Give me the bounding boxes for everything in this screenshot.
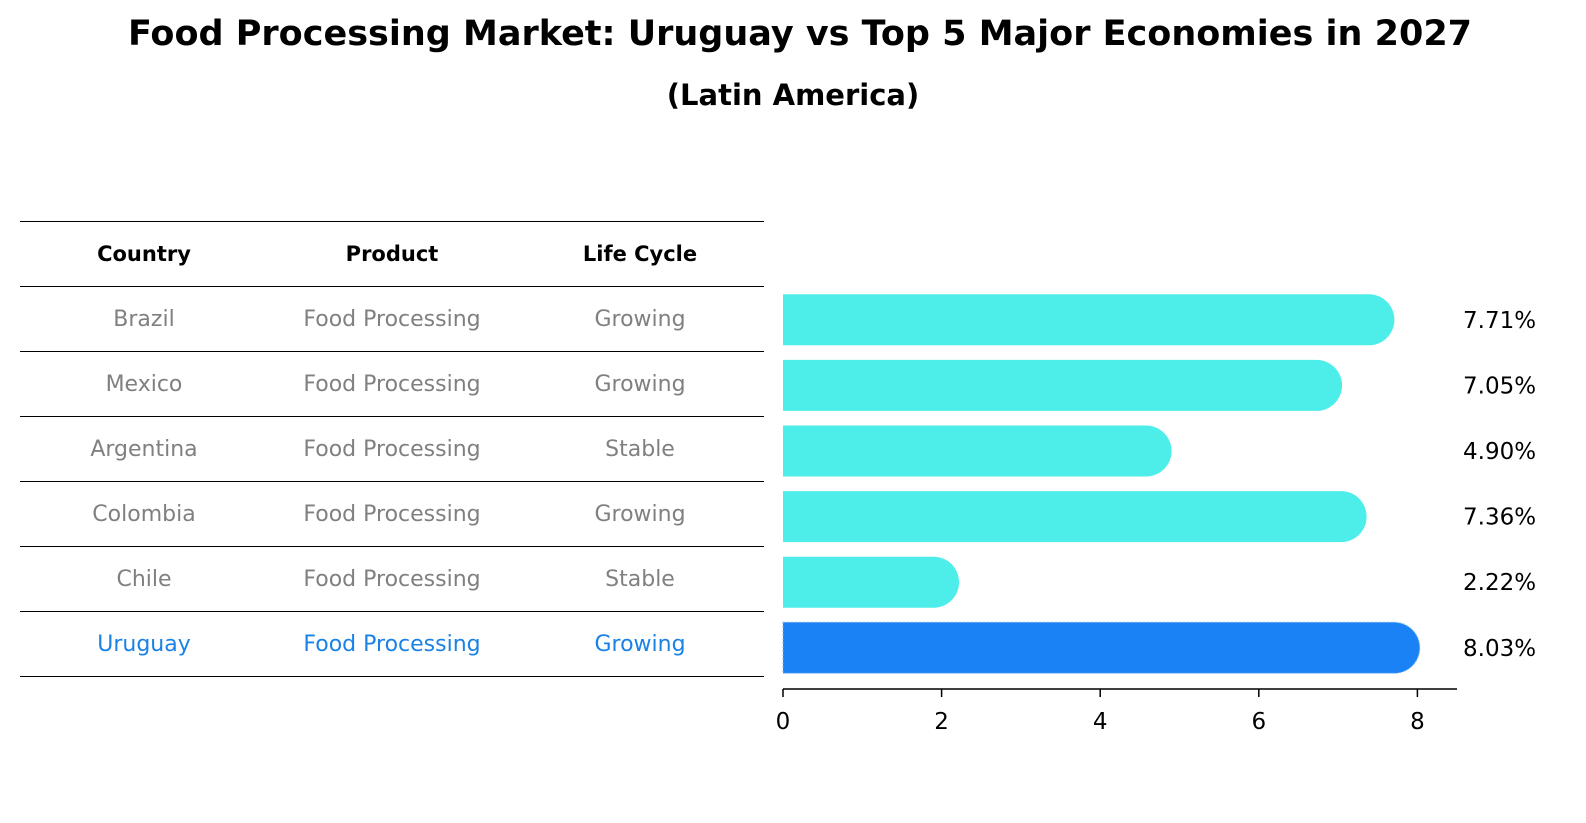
cell-product: Food Processing	[268, 481, 516, 547]
value-label-colombia: 7.36%	[1463, 505, 1536, 531]
x-tick-label: 8	[1410, 709, 1425, 735]
bar-brazil	[783, 294, 1395, 346]
data-table: Country Product Life Cycle Brazil Food P…	[20, 221, 764, 677]
cell-life-cycle: Growing	[516, 611, 764, 677]
table-row: Chile Food Processing Stable	[20, 546, 764, 612]
cell-life-cycle: Growing	[516, 286, 764, 352]
cell-life-cycle: Stable	[516, 416, 764, 482]
header-country: Country	[20, 221, 268, 287]
header-life-cycle: Life Cycle	[516, 221, 764, 287]
cell-country: Uruguay	[20, 611, 268, 677]
table-row: Mexico Food Processing Growing	[20, 351, 764, 417]
x-tick-label: 0	[776, 709, 791, 735]
cell-country: Colombia	[20, 481, 268, 547]
cell-country: Mexico	[20, 351, 268, 417]
value-label-brazil: 7.71%	[1463, 308, 1536, 334]
table-row-highlighted: Uruguay Food Processing Growing	[20, 611, 764, 677]
cell-life-cycle: Growing	[516, 351, 764, 417]
cell-country: Chile	[20, 546, 268, 612]
cell-product: Food Processing	[268, 416, 516, 482]
chart-title: Food Processing Market: Uruguay vs Top 5…	[127, 14, 1473, 54]
value-label-chile: 2.22%	[1463, 570, 1536, 596]
x-tick-label: 2	[934, 709, 949, 735]
cell-product: Food Processing	[268, 351, 516, 417]
header-product: Product	[268, 221, 516, 287]
cell-country: Brazil	[20, 286, 268, 352]
value-label-uruguay: 8.03%	[1463, 636, 1536, 662]
cell-product: Food Processing	[268, 611, 516, 677]
value-label-argentina: 4.90%	[1463, 439, 1536, 465]
cell-country: Argentina	[20, 416, 268, 482]
value-label-mexico: 7.05%	[1463, 373, 1536, 399]
table-header-row: Country Product Life Cycle	[20, 221, 764, 287]
cell-life-cycle: Stable	[516, 546, 764, 612]
table-row: Brazil Food Processing Growing	[20, 286, 764, 352]
chart-subtitle: (Latin America)	[666, 78, 920, 112]
x-tick-label: 6	[1251, 709, 1266, 735]
bar-mexico	[783, 359, 1343, 411]
table-row: Argentina Food Processing Stable	[20, 416, 764, 482]
cell-life-cycle: Growing	[516, 481, 764, 547]
bar-chile	[783, 556, 960, 608]
cell-product: Food Processing	[268, 546, 516, 612]
table-row: Colombia Food Processing Growing	[20, 481, 764, 547]
bar-uruguay	[782, 621, 1421, 674]
x-tick-label: 4	[1093, 709, 1108, 735]
bar-colombia	[783, 491, 1367, 543]
bar-argentina	[783, 425, 1172, 477]
cell-product: Food Processing	[268, 286, 516, 352]
